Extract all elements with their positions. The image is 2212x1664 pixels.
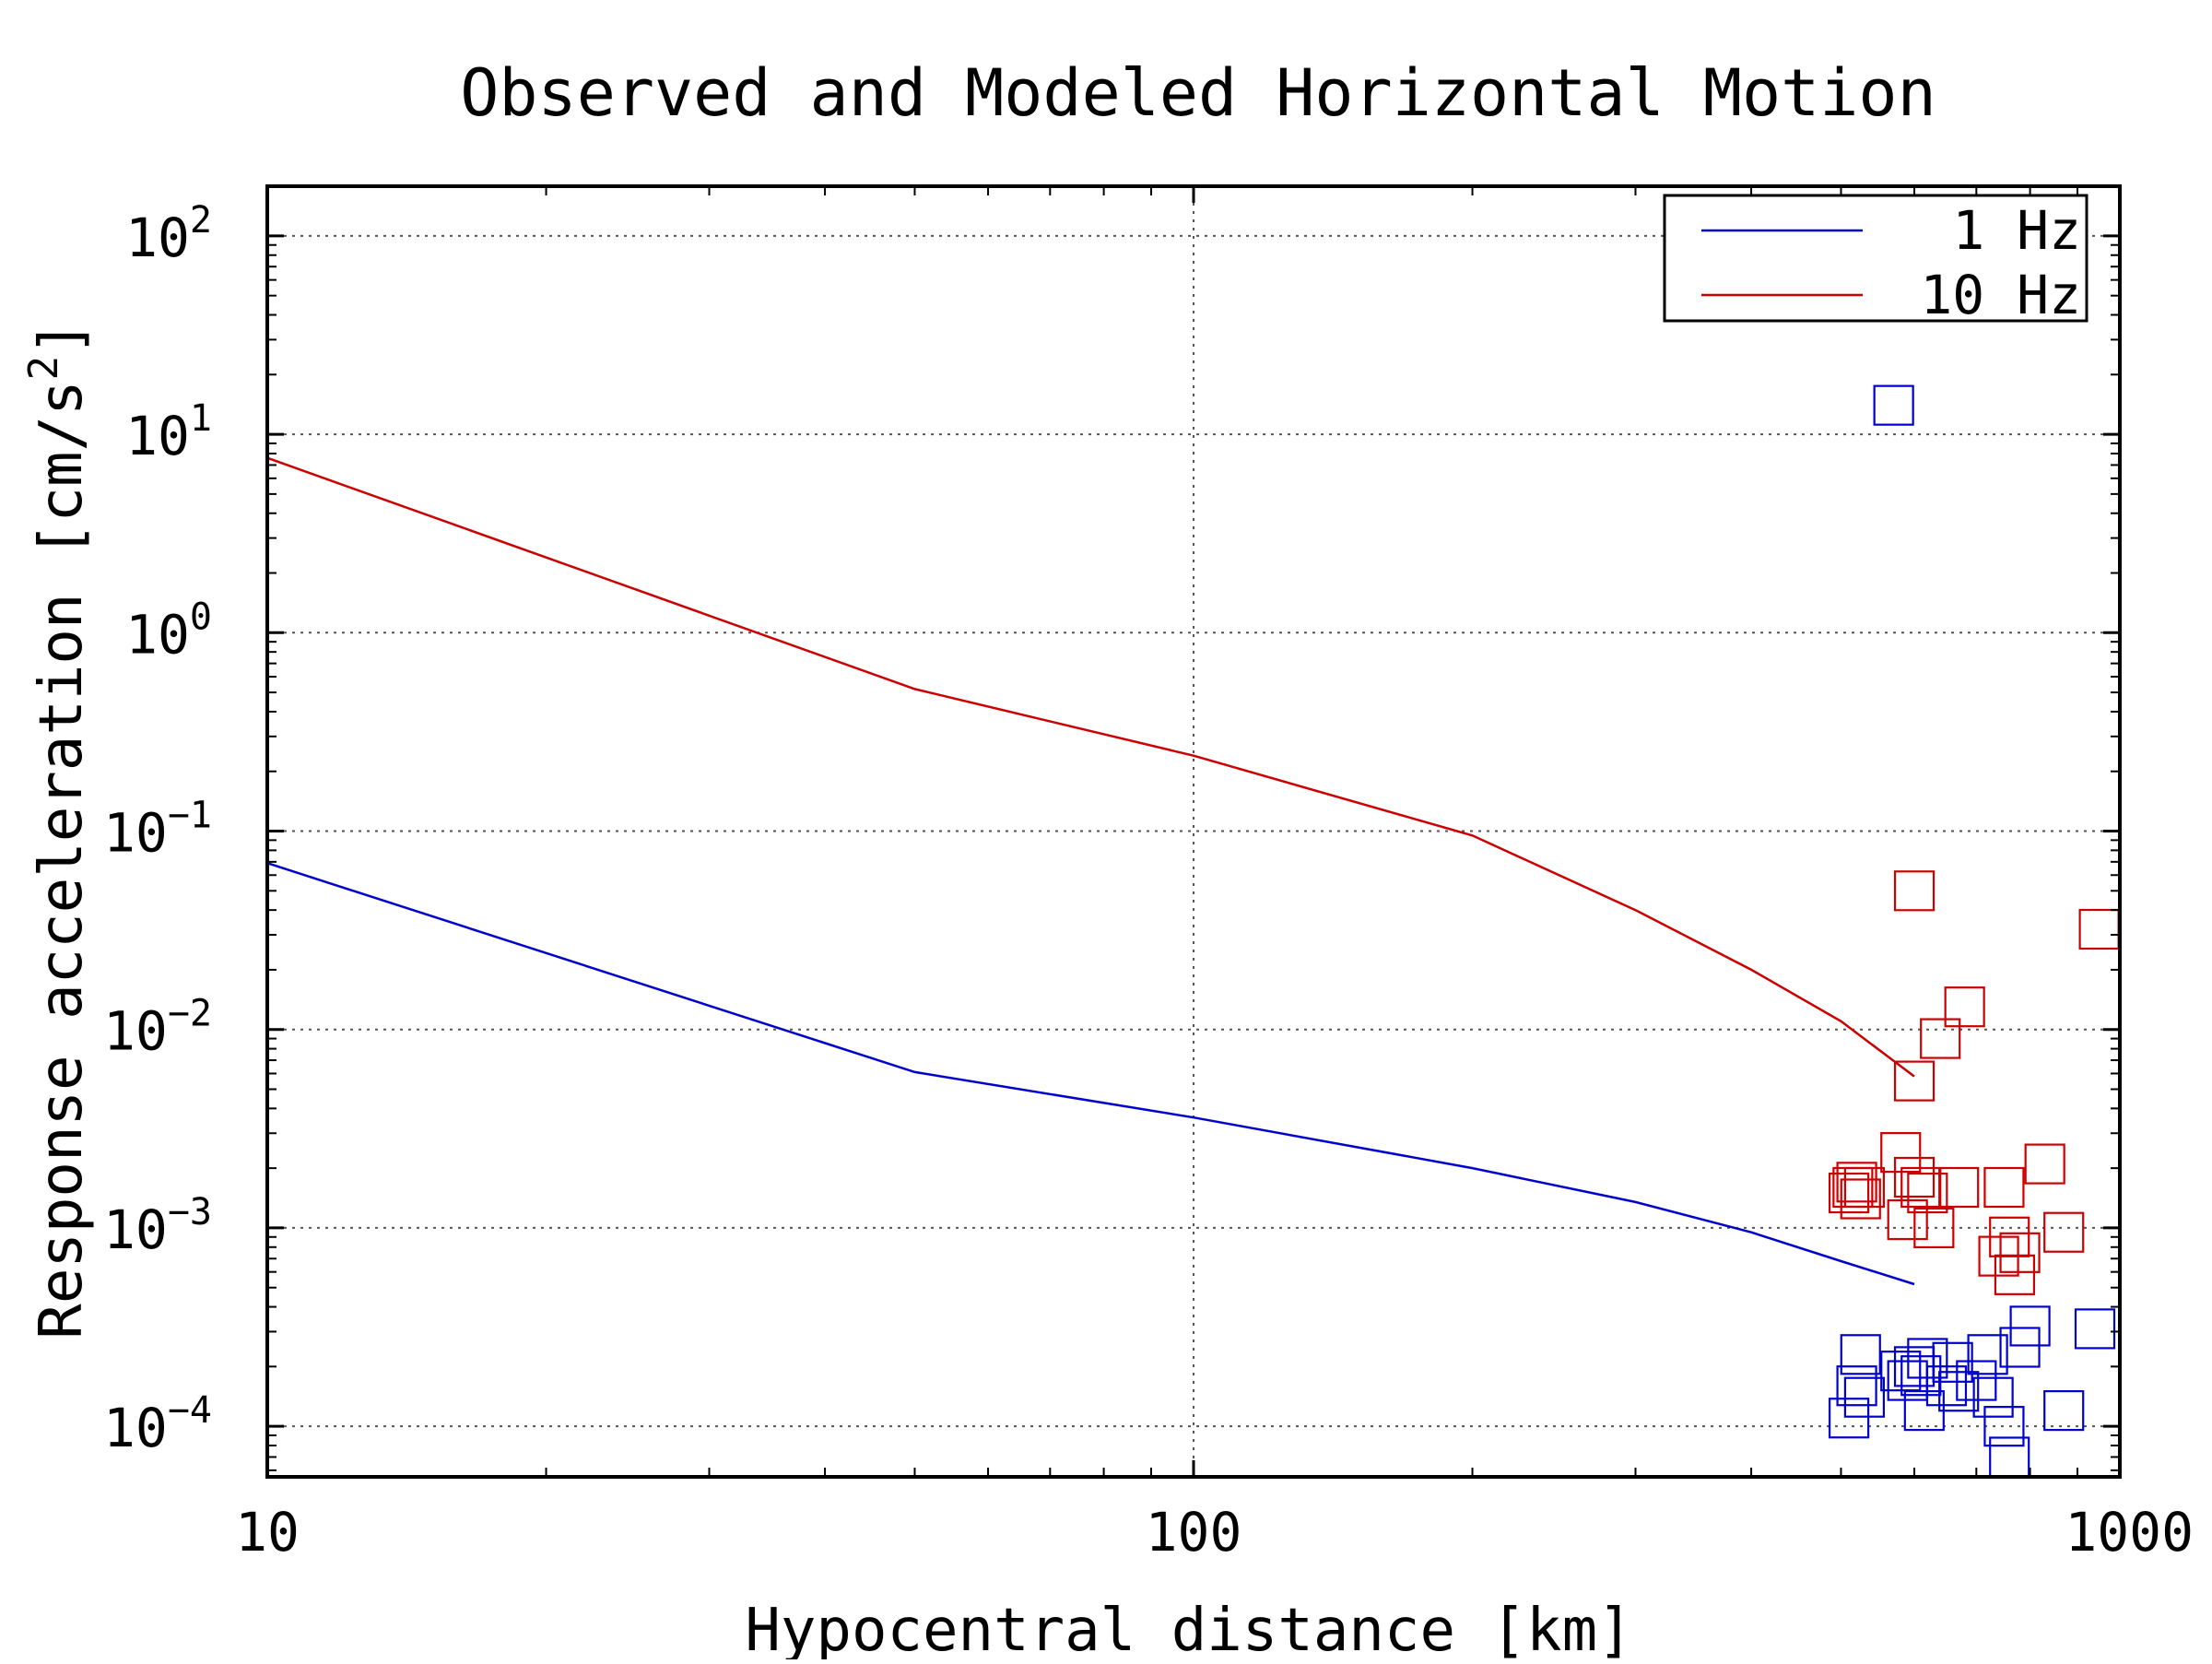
y-tick-base: 10 (103, 1198, 168, 1261)
observed-marker-1hz (2043, 1389, 2085, 1432)
observed-marker-1hz (1938, 1371, 1980, 1412)
plot-frame (265, 184, 2122, 1479)
y-tick-label: 101 (125, 397, 212, 467)
y-tick-exponent: 1 (190, 397, 212, 440)
legend-box (1663, 194, 2088, 323)
y-tick-base: 10 (125, 405, 190, 467)
y-axis-label-main: Response acceleration [cm/s (28, 380, 96, 1339)
y-axis-label-tail: ] (28, 320, 96, 356)
y-tick-label: 10−1 (103, 795, 212, 865)
observed-marker-10hz (2024, 1143, 2065, 1185)
y-tick-exponent: 0 (190, 596, 212, 638)
observed-marker-10hz (1913, 1207, 1955, 1249)
y-tick-base: 10 (103, 1397, 168, 1459)
observed-marker-10hz (1920, 1018, 1961, 1059)
grid-layer (266, 186, 2121, 1477)
observed-marker-1hz (1983, 1406, 2025, 1447)
observed-marker-1hz (1873, 384, 1914, 426)
series-line-1hz (266, 862, 1915, 1286)
x-tick-label: 10 (235, 1501, 300, 1564)
y-tick-exponent: −4 (168, 1389, 212, 1432)
observed-marker-10hz (1836, 1162, 1877, 1203)
legend-label: 10 Hz (1920, 264, 2081, 326)
observed-marker-1hz (1829, 1398, 1870, 1439)
observed-marker-1hz (1956, 1360, 1997, 1401)
observed-marker-1hz (1840, 1334, 1881, 1375)
y-tick-base: 10 (125, 207, 190, 269)
observed-marker-1hz (1925, 1365, 1968, 1407)
y-tick-base: 10 (125, 603, 190, 666)
y-tick-label: 102 (125, 199, 212, 269)
y-tick-label: 10−3 (103, 1191, 212, 1261)
y-axis-label: Response acceleration [cm/s2] (20, 320, 96, 1339)
legend-label: 1 Hz (1952, 199, 2081, 262)
observed-marker-1hz (1836, 1365, 1877, 1407)
chart-title: Observed and Modeled Horizontal Motion (460, 55, 1936, 131)
marker-layer (1829, 199, 2120, 1478)
y-tick-exponent: 2 (190, 199, 212, 242)
y-tick-label: 10−2 (103, 993, 212, 1063)
observed-marker-10hz (1893, 1156, 1936, 1198)
observed-marker-10hz (1829, 1172, 1870, 1214)
observed-marker-10hz (2043, 1211, 2085, 1253)
x-tick-label: 1000 (2065, 1501, 2194, 1564)
observed-marker-10hz (1840, 1178, 1881, 1220)
y-tick-base: 10 (103, 802, 168, 865)
observed-marker-1hz (1999, 1327, 2041, 1368)
observed-marker-10hz (1893, 870, 1936, 912)
y-tick-label: 10−4 (103, 1389, 212, 1459)
observed-marker-1hz (2009, 1305, 2051, 1347)
x-tick-label: 100 (1146, 1501, 1242, 1564)
y-tick-exponent: −2 (168, 993, 212, 1035)
line-layer (266, 456, 1915, 1286)
observed-marker-10hz (1994, 1254, 2036, 1295)
observed-marker-10hz (1944, 986, 1985, 1028)
y-tick-exponent: −1 (168, 795, 212, 837)
observed-marker-10hz (1938, 1166, 1980, 1209)
observed-marker-10hz (1907, 1172, 1948, 1214)
x-axis-label: Hypocentral distance [km] (745, 1597, 1632, 1659)
observed-marker-10hz (1999, 1232, 2041, 1273)
observed-marker-1hz (2074, 1308, 2116, 1350)
observed-marker-10hz (2078, 908, 2120, 950)
observed-marker-1hz (1903, 1389, 1945, 1432)
observed-marker-1hz (1843, 1376, 1885, 1418)
observed-marker-1hz (1932, 1341, 1973, 1383)
observed-marker-1hz (1972, 1376, 2014, 1418)
series-line-10hz (266, 456, 1915, 1078)
observed-marker-10hz (1843, 1166, 1885, 1209)
observed-marker-10hz (1893, 1060, 1936, 1102)
observed-marker-1hz (1967, 1334, 2008, 1375)
observed-marker-10hz (1983, 1166, 2025, 1209)
y-tick-label: 100 (125, 596, 212, 666)
y-axis-label-exponent: 2 (20, 356, 67, 381)
y-tick-base: 10 (103, 1000, 168, 1063)
observed-marker-10hz (1880, 1132, 1922, 1174)
y-tick-exponent: −3 (168, 1191, 212, 1233)
